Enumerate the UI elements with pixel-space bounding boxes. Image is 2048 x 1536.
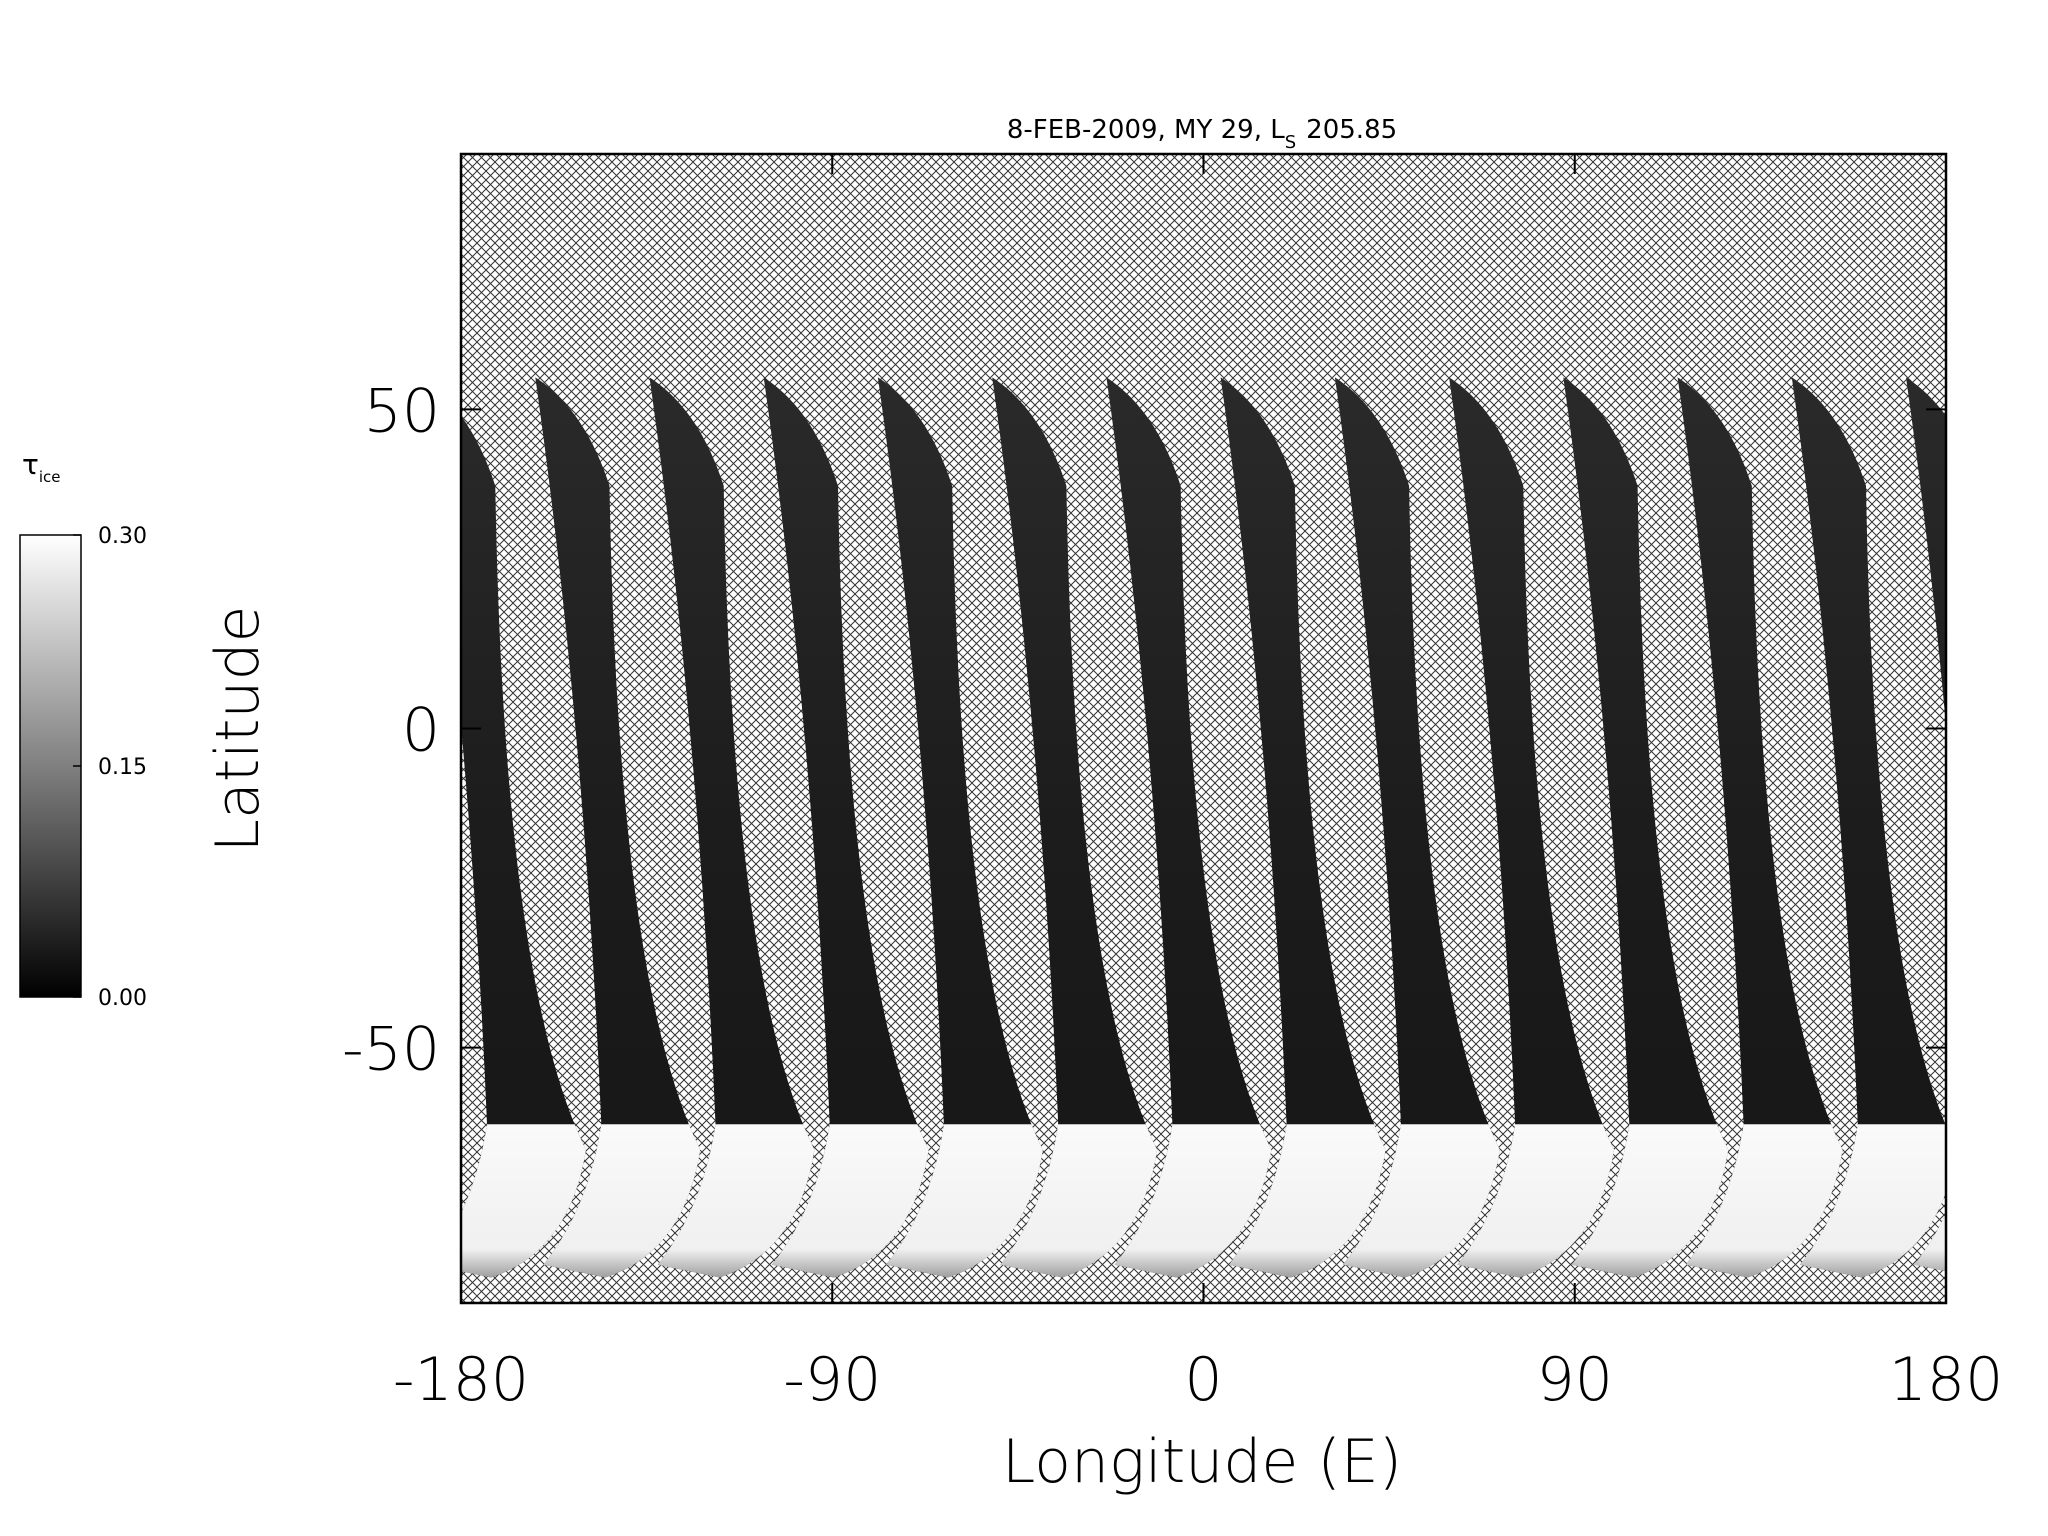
x-tick-label: -180 [393,1345,529,1415]
swath [1220,377,1386,1278]
swath [763,377,929,1278]
swath [1106,377,1272,1278]
swath [1906,377,1946,1272]
swath [1677,377,1843,1278]
colorbar [19,534,82,998]
x-tick-label: 180 [1889,1345,2004,1415]
swath [1334,377,1500,1278]
colorbar-label: τice [22,448,61,486]
swath [1563,377,1729,1278]
colorbar-tick-label: 0.30 [98,524,147,549]
colorbar-tick-label: 0.15 [98,755,147,780]
y-tick-label: 50 [364,376,440,446]
title-subscript: S [1285,132,1296,153]
title-text: 8-FEB-2009, MY 29, L [1007,115,1285,145]
x-axis-label: Longitude (E) [1002,1427,1402,1497]
plot-area [459,152,1948,1305]
colorbar-symbol: τ [22,448,39,481]
y-tick-label: -50 [342,1015,440,1085]
colorbar-subscript: ice [39,468,61,486]
x-tick-label: -90 [783,1345,881,1415]
swath [992,377,1158,1278]
swath [649,377,815,1278]
title-value: 205.85 [1306,115,1397,145]
swaths [461,377,1946,1278]
swath [1449,377,1615,1278]
y-tick-label: 0 [402,696,440,766]
swath [1791,377,1946,1278]
chart-title: 8-FEB-2009, MY 29, LS 205.85 [1007,115,1397,153]
x-tick-label: 0 [1184,1345,1222,1415]
swath [535,377,701,1278]
x-tick-label: 90 [1537,1345,1613,1415]
colorbar-tick-label: 0.00 [98,986,147,1011]
y-axis-label: Latitude [203,606,273,853]
swath [877,377,1043,1278]
swath [461,415,586,1278]
